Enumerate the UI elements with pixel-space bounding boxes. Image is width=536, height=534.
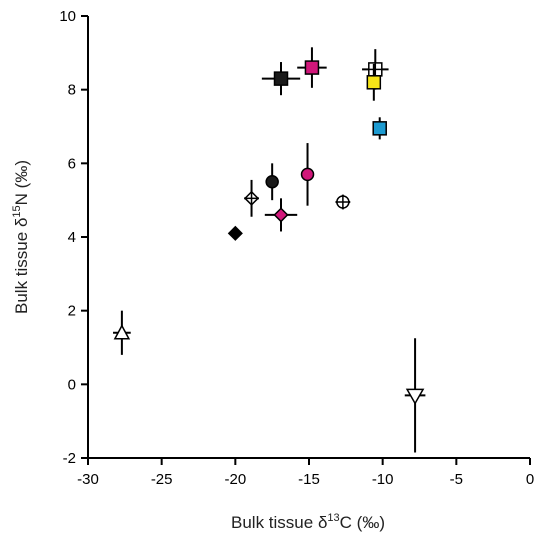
y-axis-label-prefix: Bulk tissue δ [12, 218, 31, 314]
y-axis-label-sup: 15 [11, 205, 23, 217]
x-tick-label: -15 [298, 471, 320, 488]
x-tick-label: -30 [77, 471, 99, 488]
x-ticks: -30 -25 -20 -15 -10 -5 0 [77, 458, 534, 488]
data-point [265, 163, 279, 201]
x-axis-label-prefix: Bulk tissue δ [231, 513, 327, 532]
triangle-up-marker [113, 324, 131, 340]
x-axis-label: Bulk tissue δ13C (‰) [231, 512, 385, 532]
y-axis-label-suffix: N (‰) [12, 160, 31, 205]
data-point [300, 143, 315, 206]
data-point [335, 194, 351, 210]
data-point [366, 63, 382, 101]
x-axis-label-suffix: C (‰) [340, 513, 385, 532]
x-tick-label: -20 [224, 471, 246, 488]
x-tick-label: -10 [372, 471, 394, 488]
y-tick-label: 6 [68, 155, 76, 172]
square-marker [366, 75, 382, 90]
y-ticks: -2 0 2 4 6 8 10 [59, 8, 88, 467]
diamond-marker [227, 225, 243, 241]
x-tick-label: -5 [450, 471, 463, 488]
y-tick-label: 0 [68, 376, 76, 393]
y-tick-label: 10 [59, 8, 76, 25]
circle-marker [300, 167, 315, 182]
data-point [113, 310, 131, 355]
y-tick-label: 2 [68, 303, 76, 320]
diamond-marker [273, 207, 289, 223]
y-tick-label: 4 [68, 229, 76, 246]
square-marker [273, 71, 289, 86]
square-marker [372, 121, 387, 136]
triangle-down-marker [405, 388, 425, 405]
data-point [372, 117, 387, 140]
axes [87, 16, 530, 459]
square-marker [304, 60, 320, 75]
y-tick-label: -2 [63, 450, 76, 467]
data-point [261, 62, 301, 96]
x-axis-label-sup: 13 [327, 512, 339, 524]
circle-marker [265, 175, 279, 189]
data-points [113, 47, 426, 453]
data-point [297, 47, 327, 88]
x-tick-label: -25 [151, 471, 173, 488]
data-point [264, 198, 298, 232]
x-tick-label: 0 [526, 471, 534, 488]
data-point [227, 225, 243, 241]
y-axis-label: Bulk tissue δ15N (‰) [11, 160, 31, 314]
y-tick-label: 8 [68, 82, 76, 99]
data-point [404, 338, 426, 453]
data-point [243, 179, 260, 217]
